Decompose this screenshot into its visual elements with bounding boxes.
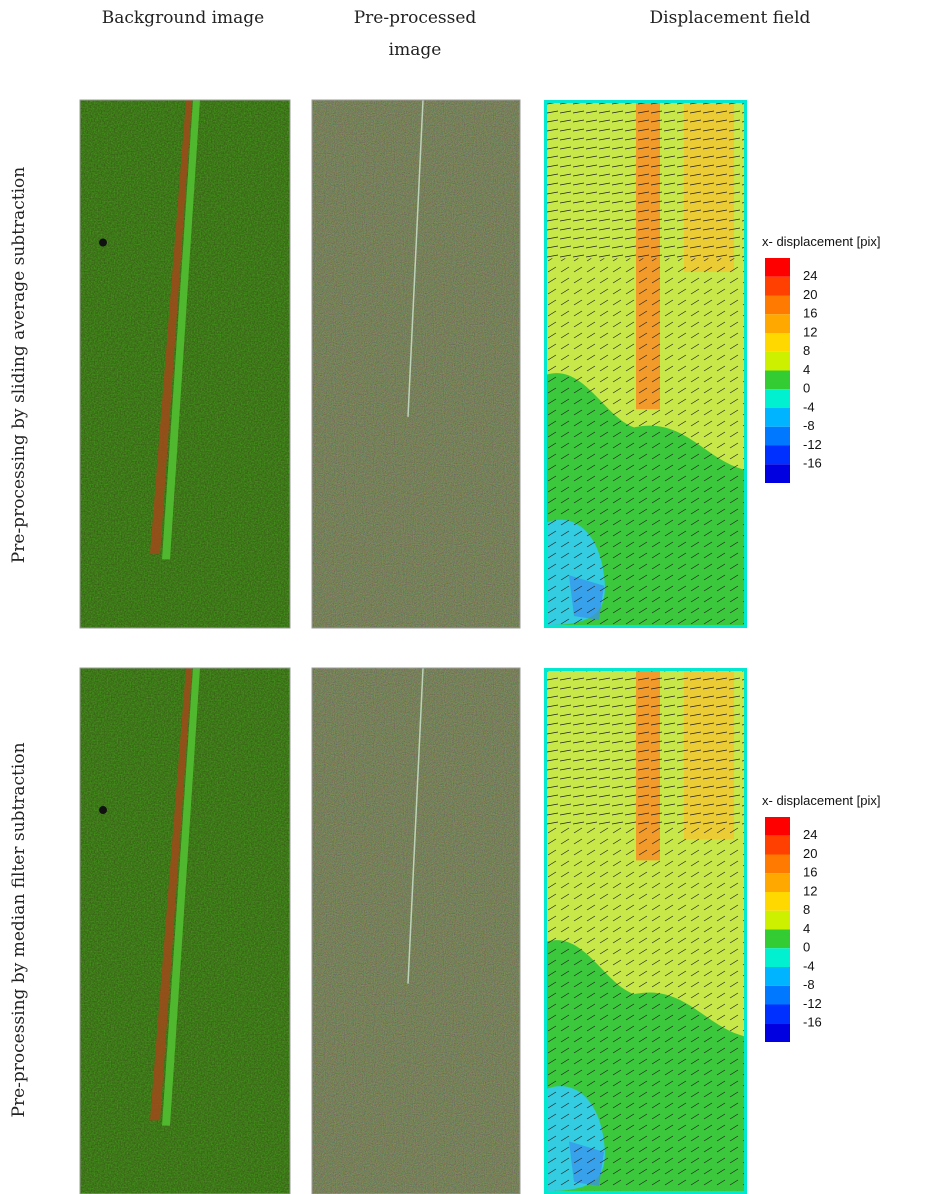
colorbar-title: x- displacement [pix] [762, 793, 881, 808]
field-arrows [547, 258, 744, 625]
image-noise [312, 100, 520, 628]
streak [407, 99, 424, 417]
colorbar-swatch [765, 835, 790, 855]
colorbar-swatch [765, 873, 790, 892]
colorbar-swatch [765, 426, 790, 446]
colorbar-swatch [765, 948, 790, 967]
colorbar-label: 0 [803, 381, 810, 396]
column-header: Displacement field [650, 8, 811, 28]
colorbar-swatch [765, 276, 790, 296]
colorbar-label: 4 [803, 921, 810, 936]
field-arrows-top [547, 671, 744, 829]
streak-red [150, 100, 192, 555]
column-header: image [389, 40, 442, 60]
colorbar-swatch [765, 351, 790, 371]
streak-green [162, 100, 200, 560]
colorbar-label: 20 [803, 287, 817, 302]
colorbar-swatch [765, 892, 790, 911]
field-arrows [547, 825, 744, 1191]
image-noise [312, 668, 520, 1194]
frame [311, 667, 521, 1194]
field-arrows-top [547, 103, 744, 262]
spot [99, 806, 107, 815]
colorbar-label: 16 [803, 865, 817, 880]
colorbar-swatch [765, 854, 790, 874]
colorbar-swatch [765, 389, 790, 408]
frame [79, 99, 291, 629]
colorbar-swatch [765, 985, 790, 1005]
colorbar-label: -8 [803, 418, 815, 433]
colorbar-swatch [765, 817, 790, 836]
colorbar-label: 8 [803, 902, 810, 917]
colorbar-label: -12 [803, 437, 822, 452]
headers: Background image Pre-processed image Dis… [9, 8, 811, 1118]
colorbar-label: 16 [803, 306, 817, 321]
colorbar-label: -4 [803, 958, 815, 973]
streak-red [150, 668, 192, 1121]
frame [311, 99, 521, 629]
row-label: Pre-processing by sliding average subtra… [9, 167, 29, 563]
colorbar-swatch [765, 929, 790, 949]
column-header: Background image [102, 8, 265, 28]
colorbar-label: 8 [803, 343, 810, 358]
colorbar-swatch [765, 295, 790, 315]
colorbar-swatch [765, 1004, 790, 1024]
colorbar-label: -12 [803, 996, 822, 1011]
colorbar-swatch [765, 445, 790, 465]
colorbar-swatch [765, 1023, 790, 1042]
colorbar-swatch [765, 910, 790, 930]
colorbar-swatch [765, 464, 790, 483]
colorbar-label: -16 [803, 1015, 822, 1030]
colorbar-label: -16 [803, 456, 822, 471]
colorbar-label: 24 [803, 827, 817, 842]
column-header: Pre-processed [354, 8, 477, 28]
colorbar-label: 12 [803, 324, 817, 339]
colorbar-title: x- displacement [pix] [762, 234, 881, 249]
colorbar-label: -4 [803, 399, 815, 414]
colorbar-label: -8 [803, 977, 815, 992]
colorbar-swatch [765, 314, 790, 333]
colorbar-label: 12 [803, 883, 817, 898]
row-label: Pre-processing by median filter subtract… [9, 742, 29, 1117]
colorbar-swatch [765, 967, 790, 986]
spot [99, 238, 107, 247]
colorbar-swatch [765, 258, 790, 277]
frame [79, 667, 291, 1194]
streak-green [162, 668, 200, 1126]
colorbar-swatch [765, 370, 790, 390]
colorbar-label: 0 [803, 940, 810, 955]
colorbar-label: 20 [803, 846, 817, 861]
colorbar-swatch [765, 333, 790, 352]
colorbar-label: 24 [803, 268, 817, 283]
colorbar-label: 4 [803, 362, 810, 377]
colorbar-swatch [765, 408, 790, 427]
streak [407, 667, 424, 984]
panels: x- displacement [pix] 24 20 16 12 8 4 0 -4 -8 -12 -… [79, 99, 881, 1194]
